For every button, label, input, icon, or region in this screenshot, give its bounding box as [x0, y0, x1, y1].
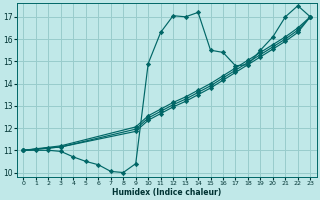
X-axis label: Humidex (Indice chaleur): Humidex (Indice chaleur)	[112, 188, 221, 197]
